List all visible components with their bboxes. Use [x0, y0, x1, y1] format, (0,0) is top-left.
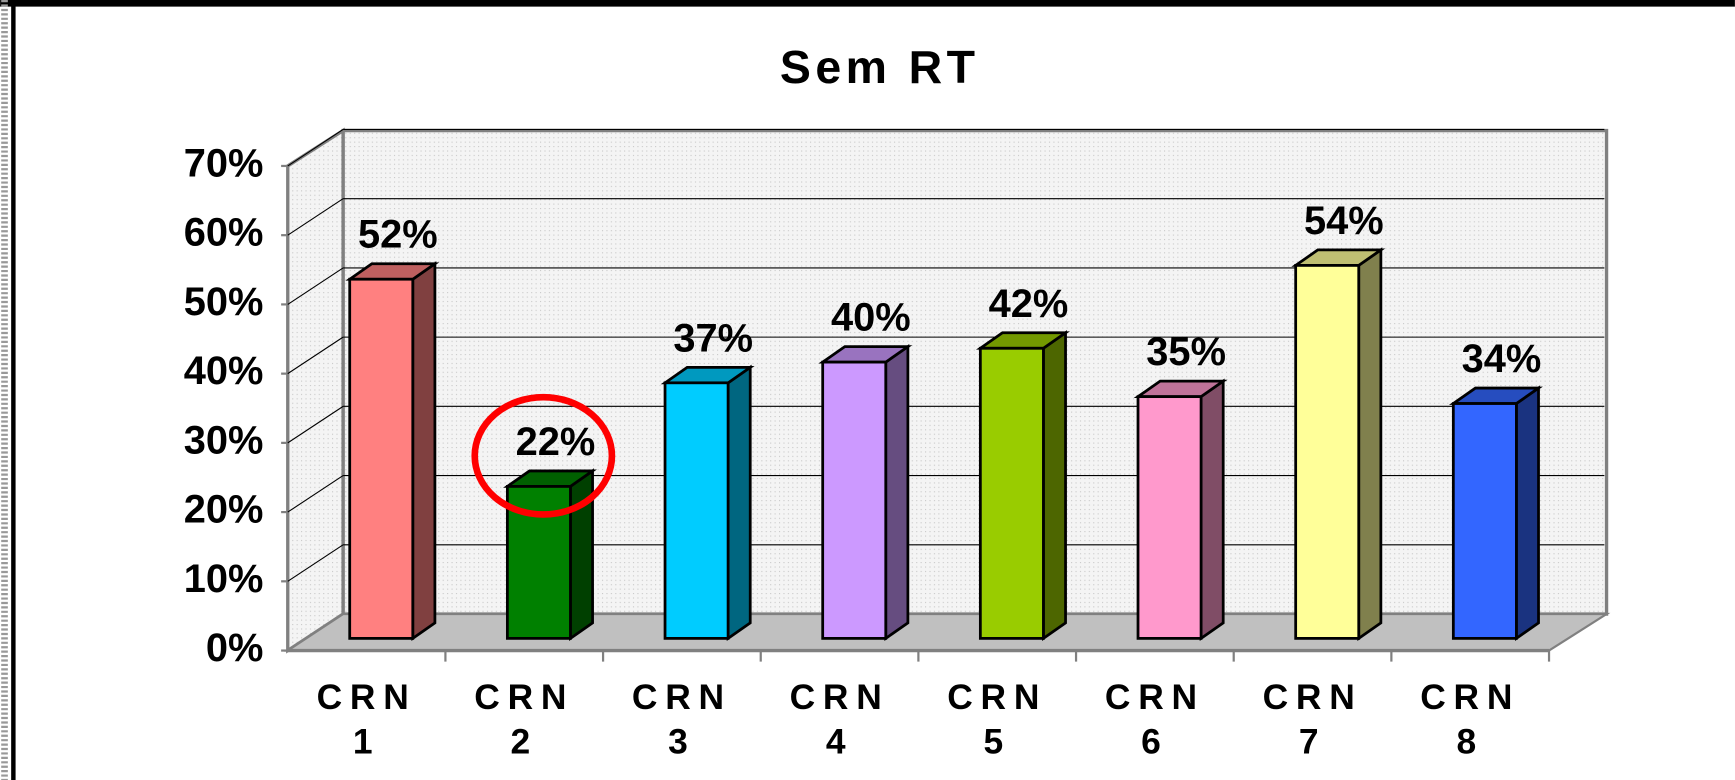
bar-front	[978, 346, 1045, 640]
x-tick-label: CRN 1	[316, 677, 417, 762]
bar	[345, 261, 440, 642]
x-tick-box: CRN 1	[316, 677, 417, 762]
grid-line	[287, 336, 344, 375]
data-label: 35%	[1146, 330, 1226, 374]
x-tick-label: CRN 4	[789, 677, 890, 762]
bar-front	[348, 277, 415, 640]
y-tick-label: 20%	[184, 488, 264, 532]
data-label: 22%	[516, 420, 596, 464]
x-tick-label: CRN 2	[474, 677, 575, 762]
grid-line	[287, 405, 344, 444]
x-tick-label: CRN 6	[1104, 677, 1205, 762]
x-tick-box: CRN 4	[789, 677, 890, 762]
x-tick-box: CRN 6	[1104, 677, 1205, 762]
y-tick-label: 50%	[184, 280, 264, 324]
bar	[1291, 247, 1386, 642]
bar-front	[1451, 402, 1518, 640]
data-label: 42%	[989, 282, 1069, 326]
y-tick-label: 30%	[184, 418, 264, 462]
y-tick-label: 0%	[206, 626, 264, 670]
bar-side	[1357, 247, 1383, 642]
x-tick-label: CRN 7	[1262, 677, 1363, 762]
bar	[502, 468, 597, 642]
bar-front	[663, 381, 730, 640]
bar	[1133, 378, 1228, 642]
grid-line	[287, 128, 344, 167]
side-wall	[286, 127, 345, 654]
highlight-circle	[471, 393, 616, 518]
data-label: 37%	[673, 316, 753, 360]
y-tick-label: 40%	[184, 349, 264, 393]
bar-side	[884, 343, 910, 642]
grid-line	[287, 544, 344, 582]
bar	[818, 343, 913, 642]
floor	[284, 612, 1611, 652]
bar	[975, 330, 1070, 642]
bar-side	[1515, 385, 1540, 642]
chart-title: Sem RT	[780, 41, 980, 93]
grid-line	[287, 267, 344, 305]
x-tick-label: CRN 5	[947, 677, 1048, 762]
bar-front	[1294, 264, 1361, 640]
data-label: 52%	[358, 213, 438, 257]
grid-line	[287, 475, 344, 513]
bar-side	[1042, 330, 1067, 642]
data-label: 34%	[1462, 337, 1542, 381]
y-tick-label: 10%	[184, 557, 264, 601]
data-label: 40%	[831, 296, 911, 340]
grid-line	[287, 198, 344, 236]
x-tick-box: CRN 5	[947, 677, 1048, 762]
bar-front	[821, 360, 888, 640]
bar-front	[1136, 395, 1203, 640]
bar-side	[1199, 378, 1225, 642]
x-tick-box: CRN 3	[631, 677, 732, 762]
bar	[660, 364, 755, 642]
data-label: 54%	[1304, 199, 1384, 243]
x-tick-box: CRN 7	[1262, 677, 1363, 762]
x-tick-box: CRN 2	[474, 677, 575, 762]
y-tick-label: 60%	[184, 211, 264, 255]
bar-side	[726, 364, 752, 642]
bar-side	[411, 261, 437, 642]
bar	[1448, 385, 1543, 642]
x-tick-label: CRN 8	[1420, 677, 1521, 762]
x-tick-label: CRN 3	[631, 677, 732, 762]
x-tick-box: CRN 8	[1420, 677, 1521, 762]
y-tick-label: 70%	[184, 141, 264, 185]
